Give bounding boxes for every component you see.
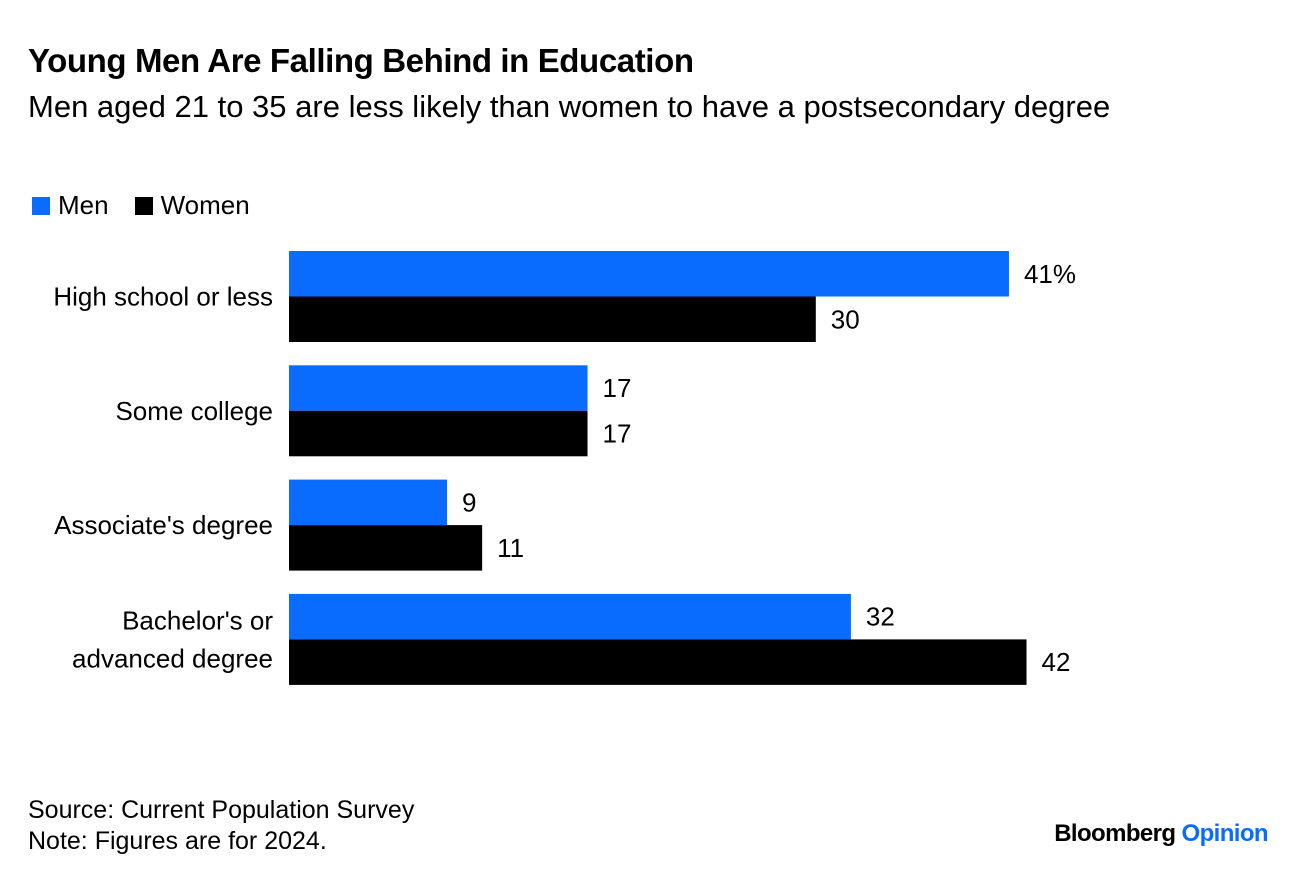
legend-label-women: Women — [160, 190, 250, 220]
brand-section: Opinion — [1181, 820, 1269, 847]
bar-men — [289, 251, 1009, 297]
bar-men — [289, 593, 851, 640]
legend-item-men: Men — [32, 190, 109, 221]
brand-name: Bloomberg — [1054, 820, 1176, 847]
data-label-men: 17 — [603, 373, 632, 403]
bar-men — [289, 365, 588, 411]
category-label: advanced degree — [72, 643, 273, 673]
legend-swatch-women — [134, 196, 153, 215]
data-label-women: 42 — [1042, 647, 1071, 677]
legend-swatch-men — [32, 196, 50, 215]
bar-men — [289, 479, 448, 526]
bar-women — [289, 296, 816, 342]
legend: Men Women — [32, 190, 276, 221]
legend-label-men: Men — [58, 190, 109, 220]
bar-women — [289, 525, 483, 571]
data-note: Note: Figures are for 2024. — [28, 827, 327, 855]
chart-title: Young Men Are Falling Behind in Educatio… — [28, 42, 694, 79]
category-label: Associate's degree — [54, 510, 273, 540]
bar-women — [289, 639, 1027, 685]
category-label: Bachelor's or — [122, 605, 273, 635]
chart-subtitle: Men aged 21 to 35 are less likely than w… — [28, 89, 1111, 124]
footer: Source: Current Population Survey Note: … — [28, 795, 414, 857]
data-label-women: 11 — [497, 533, 524, 563]
bar-women — [289, 410, 588, 457]
legend-item-women: Women — [134, 190, 250, 221]
data-label-men: 41% — [1024, 259, 1076, 289]
data-label-women: 17 — [603, 419, 632, 449]
source-note: Source: Current Population Survey — [28, 796, 415, 824]
data-label-women: 30 — [831, 304, 860, 334]
data-label-men: 32 — [866, 602, 895, 632]
category-label: High school or less — [53, 282, 273, 312]
brand-logo: Bloomberg Opinion — [1054, 820, 1268, 848]
data-label-men: 9 — [462, 487, 476, 517]
category-label: Some college — [115, 396, 273, 426]
